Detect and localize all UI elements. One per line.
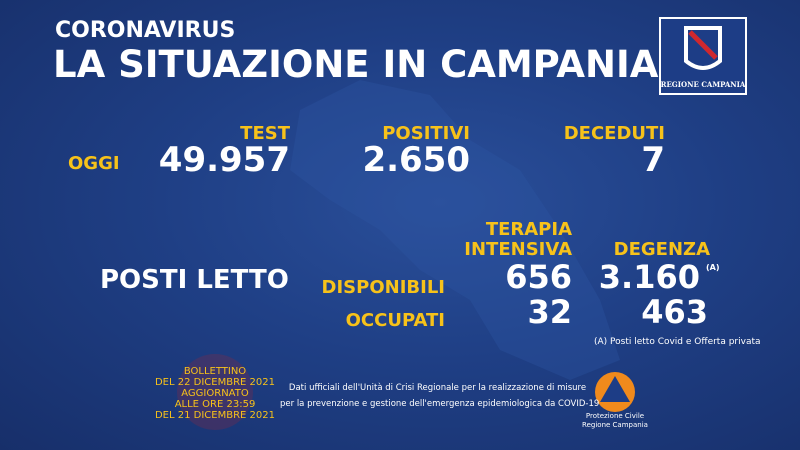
beds-title: POSTI LETTO	[100, 265, 289, 295]
footnote: (A) Posti letto Covid e Offerta privata	[594, 337, 761, 347]
cell-value: 463	[641, 293, 708, 331]
header-kicker: CORONAVIRUS	[55, 18, 236, 43]
footnote-mark: (A)	[706, 263, 720, 272]
stat-label: POSITIVI	[382, 123, 470, 144]
stat-label: TEST	[240, 123, 290, 144]
cell-value: 656	[505, 258, 572, 296]
footer-line: per la prevenzione e gestione dell'emerg…	[280, 399, 600, 409]
logo-band	[688, 30, 718, 60]
map-shape	[290, 80, 620, 380]
today-label: OGGI	[68, 153, 120, 174]
bulletin-line: AGGIORNATO	[181, 388, 249, 399]
row-label: DISPONIBILI	[321, 277, 445, 298]
civil-protection: Protezione Civile Regione Campania	[570, 412, 660, 430]
stat-label: DECEDUTI	[563, 123, 665, 144]
bulletin: BOLLETTINO DEL 22 DICEMBRE 2021 AGGIORNA…	[140, 366, 290, 421]
cell-value: 32	[527, 293, 572, 331]
stat-value: 49.957	[158, 140, 290, 180]
bulletin-line: ALLE ORE 23:59	[174, 399, 256, 410]
column-header: INTENSIVA	[464, 239, 572, 260]
stat-value: 7	[641, 140, 665, 180]
stat-value: 2.650	[362, 140, 470, 180]
bulletin-line: DEL 21 DICEMBRE 2021	[154, 410, 275, 421]
footer: Dati ufficiali dell'Unità di Crisi Regio…	[280, 380, 600, 412]
header-title: LA SITUAZIONE IN CAMPANIA	[53, 43, 659, 86]
footer-line: Dati ufficiali dell'Unità di Crisi Regio…	[288, 383, 587, 393]
cell-value: 3.160	[598, 258, 700, 296]
column-header: DEGENZA	[613, 239, 710, 260]
civil-protection-line: Protezione Civile	[585, 412, 645, 420]
civil-protection-line: Regione Campania	[582, 421, 648, 429]
row-label: OCCUPATI	[345, 310, 445, 331]
logo-text: REGIONE CAMPANIA	[660, 80, 746, 89]
column-header: TERAPIA	[485, 219, 572, 240]
bulletin-line: DEL 22 DICEMBRE 2021	[154, 377, 275, 388]
virus-icon	[177, 354, 253, 430]
bulletin-line: BOLLETTINO	[183, 366, 247, 377]
civil-protection-triangle	[600, 376, 630, 402]
